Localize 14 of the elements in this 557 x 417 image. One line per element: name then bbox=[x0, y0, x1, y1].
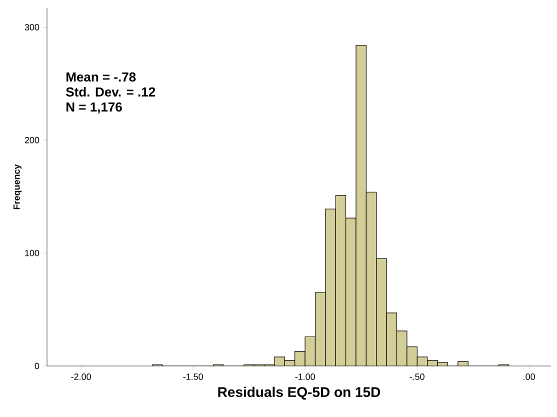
annotation: N = 1,176 bbox=[66, 102, 122, 114]
x-tick-label: -.50 bbox=[410, 374, 424, 380]
x-tick-label: .00 bbox=[524, 374, 535, 380]
x-axis-title: Residuals EQ-5D on 15D bbox=[218, 386, 380, 400]
annotation: Mean = -.78 bbox=[66, 72, 136, 82]
annotation: Std. Dev. = .12 bbox=[66, 87, 156, 97]
x-tick-label: -2.00 bbox=[71, 374, 91, 380]
x-tick-label: -1.50 bbox=[183, 374, 203, 380]
y-axis-title: Frequency bbox=[14, 164, 22, 210]
y-tick-label: 0 bbox=[34, 362, 40, 370]
y-tick-label: 200 bbox=[24, 136, 40, 144]
x-tick-label: -1.00 bbox=[295, 374, 315, 380]
y-tick-label: 100 bbox=[25, 250, 40, 256]
y-tick-label: 300 bbox=[24, 24, 40, 30]
